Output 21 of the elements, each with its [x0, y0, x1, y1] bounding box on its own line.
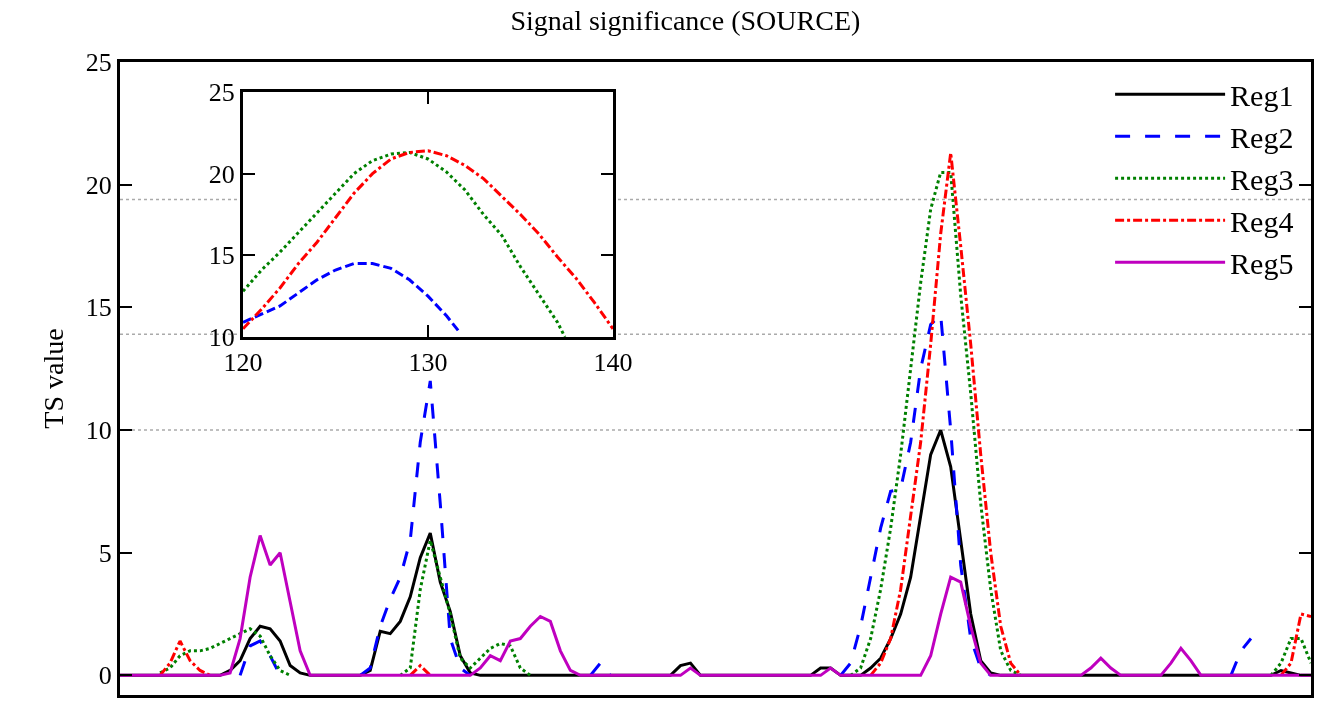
line-series [243, 262, 461, 334]
legend-label: Reg5 [1230, 247, 1294, 281]
y-tick-label: 5 [98, 538, 112, 568]
y-tick-label: 10 [85, 416, 112, 446]
x-tick-label: 140 [593, 348, 633, 378]
y-tick-label: 15 [208, 241, 235, 271]
x-tick-label: 130 [408, 348, 448, 378]
chart-title: Signal significance (SOURCE) [510, 5, 861, 37]
line-series [243, 149, 613, 331]
y-tick-label: 0 [98, 661, 112, 691]
y-tick-label: 25 [85, 48, 112, 78]
y-tick-label: 25 [208, 78, 235, 108]
y-tick-label: 20 [85, 170, 112, 200]
legend-label: Reg2 [1230, 121, 1294, 155]
line-series [243, 150, 567, 337]
y-axis-title: TS value [38, 328, 70, 429]
legend-label: Reg4 [1230, 205, 1294, 239]
legend-label: Reg3 [1230, 163, 1294, 197]
legend-label: Reg1 [1230, 79, 1294, 113]
y-tick-label: 20 [208, 159, 235, 189]
y-tick-label: 15 [85, 293, 112, 323]
